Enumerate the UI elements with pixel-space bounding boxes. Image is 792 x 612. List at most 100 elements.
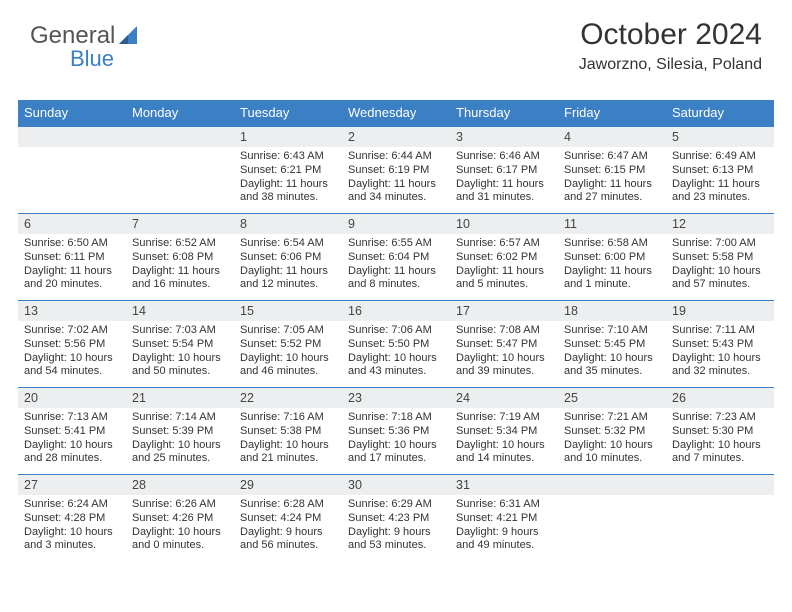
- daylight-text: Daylight: 11 hours and 27 minutes.: [564, 178, 660, 206]
- day-number: 31: [450, 474, 558, 495]
- weekday-header: Tuesday: [234, 100, 342, 126]
- day-body: Sunrise: 7:10 AMSunset: 5:45 PMDaylight:…: [558, 321, 666, 387]
- week-body-row: Sunrise: 7:13 AMSunset: 5:41 PMDaylight:…: [18, 408, 774, 474]
- sunrise-text: Sunrise: 6:43 AM: [240, 150, 336, 164]
- sunrise-text: Sunrise: 7:03 AM: [132, 324, 228, 338]
- day-body: Sunrise: 6:46 AMSunset: 6:17 PMDaylight:…: [450, 147, 558, 213]
- daylight-text: Daylight: 9 hours and 49 minutes.: [456, 526, 552, 554]
- daylight-text: Daylight: 10 hours and 54 minutes.: [24, 352, 120, 380]
- day-number: 3: [450, 126, 558, 147]
- sunset-text: Sunset: 6:19 PM: [348, 164, 444, 178]
- sunrise-text: Sunrise: 7:10 AM: [564, 324, 660, 338]
- daylight-text: Daylight: 11 hours and 12 minutes.: [240, 265, 336, 293]
- sunset-text: Sunset: 6:06 PM: [240, 251, 336, 265]
- sunrise-text: Sunrise: 6:52 AM: [132, 237, 228, 251]
- day-body: Sunrise: 6:47 AMSunset: 6:15 PMDaylight:…: [558, 147, 666, 213]
- daylight-text: Daylight: 10 hours and 10 minutes.: [564, 439, 660, 467]
- day-number: 28: [126, 474, 234, 495]
- daylight-text: Daylight: 11 hours and 23 minutes.: [672, 178, 768, 206]
- day-number: 25: [558, 387, 666, 408]
- sunset-text: Sunset: 5:30 PM: [672, 425, 768, 439]
- sunset-text: Sunset: 4:24 PM: [240, 512, 336, 526]
- day-body: Sunrise: 7:08 AMSunset: 5:47 PMDaylight:…: [450, 321, 558, 387]
- day-number: 13: [18, 300, 126, 321]
- day-body: Sunrise: 6:28 AMSunset: 4:24 PMDaylight:…: [234, 495, 342, 561]
- sunset-text: Sunset: 6:08 PM: [132, 251, 228, 265]
- sunset-text: Sunset: 5:45 PM: [564, 338, 660, 352]
- day-body: [18, 147, 126, 213]
- day-number: 18: [558, 300, 666, 321]
- daylight-text: Daylight: 11 hours and 8 minutes.: [348, 265, 444, 293]
- sunrise-text: Sunrise: 7:00 AM: [672, 237, 768, 251]
- sunrise-text: Sunrise: 6:28 AM: [240, 498, 336, 512]
- day-number: 7: [126, 213, 234, 234]
- sunrise-text: Sunrise: 7:08 AM: [456, 324, 552, 338]
- daylight-text: Daylight: 10 hours and 35 minutes.: [564, 352, 660, 380]
- day-body: Sunrise: 6:55 AMSunset: 6:04 PMDaylight:…: [342, 234, 450, 300]
- sunrise-text: Sunrise: 7:13 AM: [24, 411, 120, 425]
- day-body: Sunrise: 7:14 AMSunset: 5:39 PMDaylight:…: [126, 408, 234, 474]
- daylight-text: Daylight: 10 hours and 43 minutes.: [348, 352, 444, 380]
- day-number: 1: [234, 126, 342, 147]
- header: October 2024 Jaworzno, Silesia, Poland: [579, 18, 762, 74]
- daylight-text: Daylight: 10 hours and 32 minutes.: [672, 352, 768, 380]
- day-number: 6: [18, 213, 126, 234]
- sunset-text: Sunset: 6:13 PM: [672, 164, 768, 178]
- day-body: Sunrise: 6:44 AMSunset: 6:19 PMDaylight:…: [342, 147, 450, 213]
- sunrise-text: Sunrise: 6:46 AM: [456, 150, 552, 164]
- sunset-text: Sunset: 4:21 PM: [456, 512, 552, 526]
- weekday-header: Thursday: [450, 100, 558, 126]
- week-daynum-row: 20212223242526: [18, 387, 774, 408]
- location: Jaworzno, Silesia, Poland: [579, 56, 762, 74]
- sunrise-text: Sunrise: 6:47 AM: [564, 150, 660, 164]
- sunrise-text: Sunrise: 6:31 AM: [456, 498, 552, 512]
- sunset-text: Sunset: 5:41 PM: [24, 425, 120, 439]
- sunset-text: Sunset: 4:28 PM: [24, 512, 120, 526]
- daylight-text: Daylight: 10 hours and 17 minutes.: [348, 439, 444, 467]
- week-daynum-row: 12345: [18, 126, 774, 147]
- week-daynum-row: 2728293031: [18, 474, 774, 495]
- sunrise-text: Sunrise: 7:06 AM: [348, 324, 444, 338]
- sunrise-text: Sunrise: 7:16 AM: [240, 411, 336, 425]
- day-number: 20: [18, 387, 126, 408]
- daylight-text: Daylight: 10 hours and 3 minutes.: [24, 526, 120, 554]
- weekday-header: Wednesday: [342, 100, 450, 126]
- day-body: Sunrise: 6:54 AMSunset: 6:06 PMDaylight:…: [234, 234, 342, 300]
- day-number: 4: [558, 126, 666, 147]
- daylight-text: Daylight: 10 hours and 7 minutes.: [672, 439, 768, 467]
- day-body: [126, 147, 234, 213]
- weekday-header-row: SundayMondayTuesdayWednesdayThursdayFrid…: [18, 100, 774, 126]
- sunrise-text: Sunrise: 6:24 AM: [24, 498, 120, 512]
- sunrise-text: Sunrise: 6:50 AM: [24, 237, 120, 251]
- day-number: 2: [342, 126, 450, 147]
- day-number: [126, 126, 234, 147]
- sunrise-text: Sunrise: 6:29 AM: [348, 498, 444, 512]
- sunset-text: Sunset: 6:15 PM: [564, 164, 660, 178]
- weekday-header: Sunday: [18, 100, 126, 126]
- sunrise-text: Sunrise: 6:58 AM: [564, 237, 660, 251]
- sunset-text: Sunset: 5:43 PM: [672, 338, 768, 352]
- weekday-header: Friday: [558, 100, 666, 126]
- sunrise-text: Sunrise: 6:26 AM: [132, 498, 228, 512]
- week-body-row: Sunrise: 6:24 AMSunset: 4:28 PMDaylight:…: [18, 495, 774, 561]
- day-body: Sunrise: 6:24 AMSunset: 4:28 PMDaylight:…: [18, 495, 126, 561]
- sunrise-text: Sunrise: 6:44 AM: [348, 150, 444, 164]
- day-body: Sunrise: 7:05 AMSunset: 5:52 PMDaylight:…: [234, 321, 342, 387]
- day-body: Sunrise: 7:23 AMSunset: 5:30 PMDaylight:…: [666, 408, 774, 474]
- sunrise-text: Sunrise: 7:02 AM: [24, 324, 120, 338]
- sunset-text: Sunset: 5:36 PM: [348, 425, 444, 439]
- sunset-text: Sunset: 6:21 PM: [240, 164, 336, 178]
- sunset-text: Sunset: 5:54 PM: [132, 338, 228, 352]
- daylight-text: Daylight: 10 hours and 25 minutes.: [132, 439, 228, 467]
- day-number: 29: [234, 474, 342, 495]
- sunset-text: Sunset: 5:58 PM: [672, 251, 768, 265]
- sunset-text: Sunset: 6:11 PM: [24, 251, 120, 265]
- daylight-text: Daylight: 9 hours and 56 minutes.: [240, 526, 336, 554]
- sunset-text: Sunset: 5:47 PM: [456, 338, 552, 352]
- day-body: Sunrise: 6:31 AMSunset: 4:21 PMDaylight:…: [450, 495, 558, 561]
- daylight-text: Daylight: 11 hours and 38 minutes.: [240, 178, 336, 206]
- day-body: Sunrise: 7:18 AMSunset: 5:36 PMDaylight:…: [342, 408, 450, 474]
- daylight-text: Daylight: 10 hours and 28 minutes.: [24, 439, 120, 467]
- sunset-text: Sunset: 6:00 PM: [564, 251, 660, 265]
- sunset-text: Sunset: 5:56 PM: [24, 338, 120, 352]
